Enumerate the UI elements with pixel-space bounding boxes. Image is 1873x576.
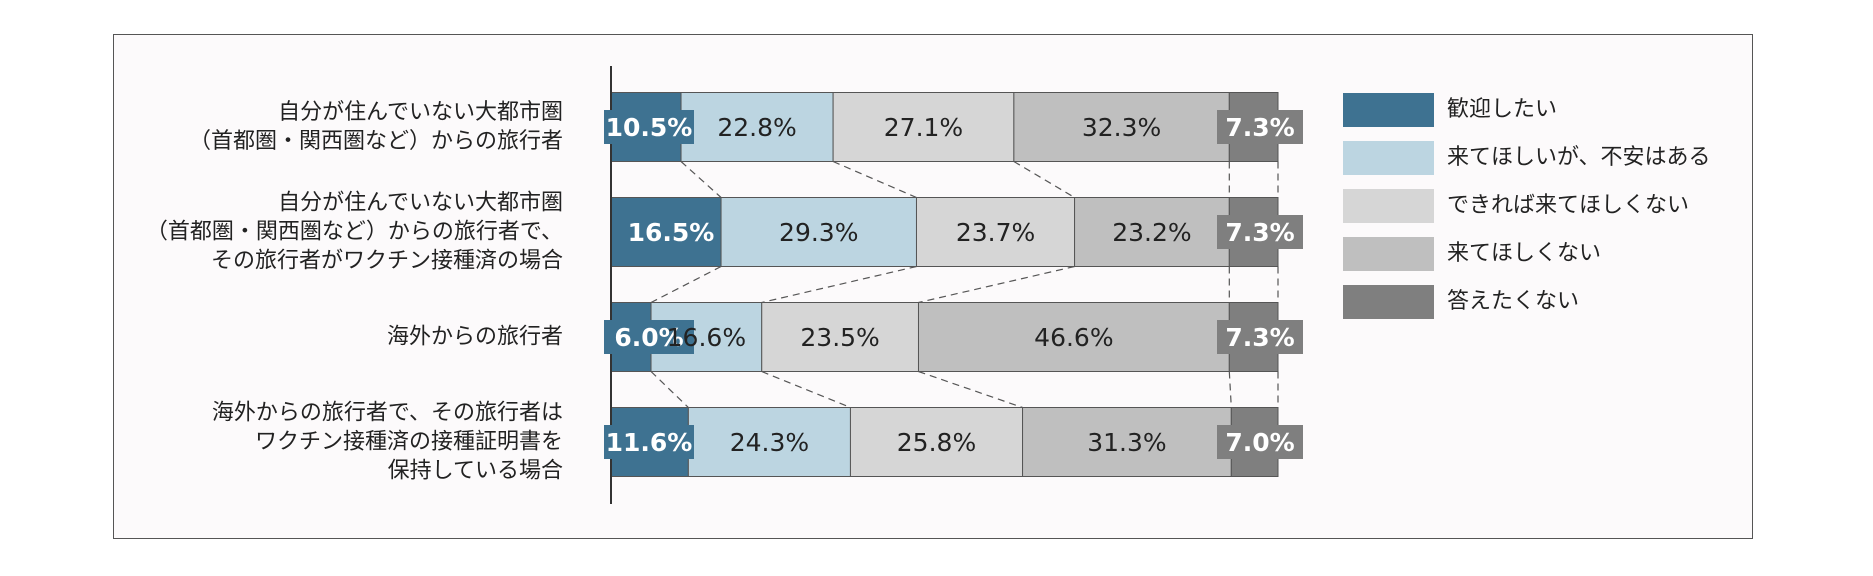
- data-label-bg: [604, 425, 694, 459]
- legend-swatch: [1343, 189, 1434, 223]
- legend-swatch: [1343, 93, 1434, 127]
- data-label: 7.0%: [1225, 428, 1294, 457]
- data-label: 46.6%: [1034, 323, 1113, 352]
- connector-line: [761, 370, 851, 409]
- data-label: 16.5%: [628, 218, 715, 247]
- data-label: 23.7%: [956, 218, 1035, 247]
- data-label-bg: [1217, 215, 1303, 249]
- legend-label: 来てほしくない: [1447, 241, 1602, 266]
- bar-segment: [1013, 92, 1230, 162]
- data-label: 11.6%: [606, 428, 693, 457]
- connector-line: [680, 161, 722, 198]
- connector-line: [832, 160, 917, 199]
- bar-segment: [687, 407, 851, 477]
- data-label: 7.3%: [1225, 113, 1294, 142]
- data-label: 22.8%: [717, 113, 796, 142]
- data-label: 16.6%: [667, 323, 746, 352]
- legend-swatch: [1343, 237, 1434, 271]
- data-label: 29.3%: [779, 218, 858, 247]
- connector-line: [650, 265, 722, 304]
- data-label-bg: [1217, 320, 1303, 354]
- data-label: 7.3%: [1225, 323, 1294, 352]
- data-label: 23.2%: [1112, 218, 1191, 247]
- category-label-line: （首都圏・関西圏など）からの旅行者: [188, 129, 563, 154]
- bar-segment: [915, 197, 1076, 267]
- data-label: 32.3%: [1082, 113, 1161, 142]
- category-label-line: 保持している場合: [387, 458, 563, 484]
- legend-swatch: [1343, 141, 1434, 175]
- data-label: 24.3%: [730, 428, 809, 457]
- category-label: 海外からの旅行者で、その旅行者はワクチン接種済の接種証明書を保持している場合: [143, 399, 563, 486]
- category-label: 海外からの旅行者: [143, 323, 563, 352]
- bar-segment: [761, 302, 919, 372]
- data-label-bg: [1217, 110, 1303, 144]
- bar-segment: [1022, 407, 1232, 477]
- category-label-line: 海外からの旅行者で、その旅行者は: [211, 400, 563, 426]
- connector-line: [1013, 160, 1075, 199]
- category-label-line: 自分が住んでいない大都市圏: [278, 190, 563, 216]
- data-label: 23.5%: [800, 323, 879, 352]
- legend-label: 答えたくない: [1447, 289, 1580, 314]
- connector-line: [1228, 371, 1232, 408]
- connector-line: [918, 265, 1075, 304]
- data-label: 31.3%: [1087, 428, 1166, 457]
- data-label-bg: [1217, 425, 1303, 459]
- bar-segment: [1074, 197, 1230, 267]
- data-label: 7.3%: [1225, 218, 1294, 247]
- data-label: 6.0%: [614, 323, 683, 352]
- legend-label: 歓迎したい: [1447, 97, 1558, 122]
- category-label-line: 海外からの旅行者: [386, 324, 563, 350]
- legend-label: 来てほしいが、不安はある: [1447, 145, 1711, 170]
- legend-label: できれば来てほしくない: [1447, 193, 1690, 218]
- connector-line: [918, 370, 1023, 409]
- category-label-line: 自分が住んでいない大都市圏: [278, 100, 563, 125]
- data-label: 10.5%: [606, 113, 693, 142]
- category-label-line: （首都圏・関西圏など）からの旅行者で、: [145, 219, 563, 245]
- category-label-line: ワクチン接種済の接種証明書を: [254, 429, 563, 455]
- bar-segment: [720, 197, 917, 267]
- connector-line: [761, 265, 917, 304]
- data-label-bg: [604, 320, 694, 354]
- bar-segment: [917, 302, 1230, 372]
- data-label-bg: [604, 110, 694, 144]
- bar-segment: [849, 407, 1024, 477]
- bar-segment: [832, 92, 1015, 162]
- connector-line: [650, 371, 689, 408]
- data-label: 27.1%: [884, 113, 963, 142]
- category-label: 自分が住んでいない大都市圏 （首都圏・関西圏など）からの旅行者: [143, 98, 563, 156]
- legend-swatch: [1343, 285, 1434, 319]
- category-label: 自分が住んでいない大都市圏 （首都圏・関西圏など）からの旅行者で、その旅行者がワク…: [143, 189, 563, 276]
- category-label-line: その旅行者がワクチン接種済の場合: [210, 248, 563, 274]
- data-label: 25.8%: [897, 428, 976, 457]
